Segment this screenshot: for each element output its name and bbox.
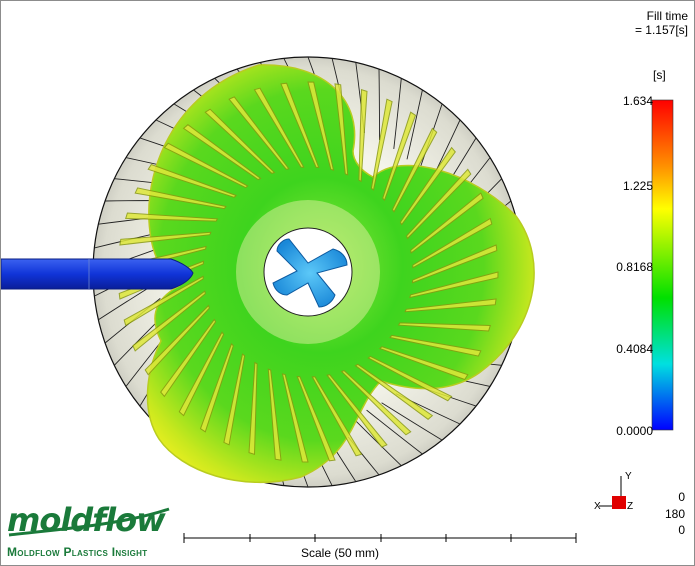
color-legend (651, 99, 674, 431)
rib (378, 346, 469, 381)
filled-part (117, 64, 535, 484)
legend-tick: 0.0000 (616, 424, 653, 438)
fan-blade (378, 69, 380, 141)
rib (280, 82, 320, 169)
rib (267, 368, 282, 461)
fan-blade (393, 78, 402, 149)
rib (409, 271, 499, 299)
rib (406, 168, 472, 240)
axis-z-label: Z (627, 501, 633, 512)
scale-bar (183, 533, 577, 543)
product-name: Moldflow Plastics Insight (7, 545, 148, 559)
rib (125, 212, 219, 222)
legend-tick: 0.8168 (616, 260, 653, 274)
fan-blade (381, 402, 443, 441)
rib (296, 375, 336, 462)
fan-blade (406, 89, 423, 160)
rotation-x: 0 (678, 490, 685, 504)
rib (334, 83, 349, 176)
rib (223, 353, 246, 446)
rib (160, 318, 217, 398)
rib (178, 331, 225, 417)
rib (281, 373, 309, 463)
rib (358, 89, 368, 183)
rib (399, 146, 456, 226)
rib (228, 96, 290, 170)
scale-label: Scale (50 mm) (301, 546, 380, 560)
moldflow-logo: moldflow (7, 501, 166, 539)
rib (204, 108, 276, 174)
rib (370, 98, 393, 191)
rib (382, 111, 417, 202)
rib (134, 187, 227, 210)
rib (248, 361, 258, 455)
rib (326, 374, 388, 448)
rib (307, 81, 335, 171)
rib (311, 376, 363, 457)
rib (367, 355, 453, 402)
rib (147, 163, 238, 198)
rib (123, 275, 204, 327)
gate-hub (272, 238, 348, 308)
runner (1, 258, 194, 290)
rib (397, 322, 491, 332)
fan-blade (366, 409, 423, 455)
axis-triad: Y X Z (594, 471, 633, 512)
rib (411, 244, 498, 284)
rib (410, 192, 484, 254)
rib (132, 290, 206, 352)
rib (182, 124, 262, 181)
legend-tick: 0.4084 (616, 342, 653, 356)
rib (119, 231, 212, 246)
result-value: = 1.157[s] (634, 23, 688, 37)
legend-tick: 1.225 (622, 179, 653, 193)
rotation-y: 180 (664, 507, 685, 521)
rib (340, 370, 412, 436)
result-title: Fill time (646, 9, 688, 23)
rib (199, 342, 234, 433)
rib (391, 127, 438, 213)
legend-tick: 1.634 (622, 94, 653, 108)
axis-x-label: X (594, 501, 601, 512)
rib (163, 142, 249, 189)
rib (144, 304, 210, 376)
rib (253, 87, 305, 168)
rotation-z: 0 (678, 523, 685, 537)
logo-swoosh (8, 507, 170, 537)
rib (404, 298, 497, 313)
rib (389, 334, 482, 357)
legend-unit: [s] (653, 68, 666, 82)
rib (354, 363, 434, 420)
axis-y-label: Y (625, 471, 632, 482)
rib (412, 217, 493, 269)
